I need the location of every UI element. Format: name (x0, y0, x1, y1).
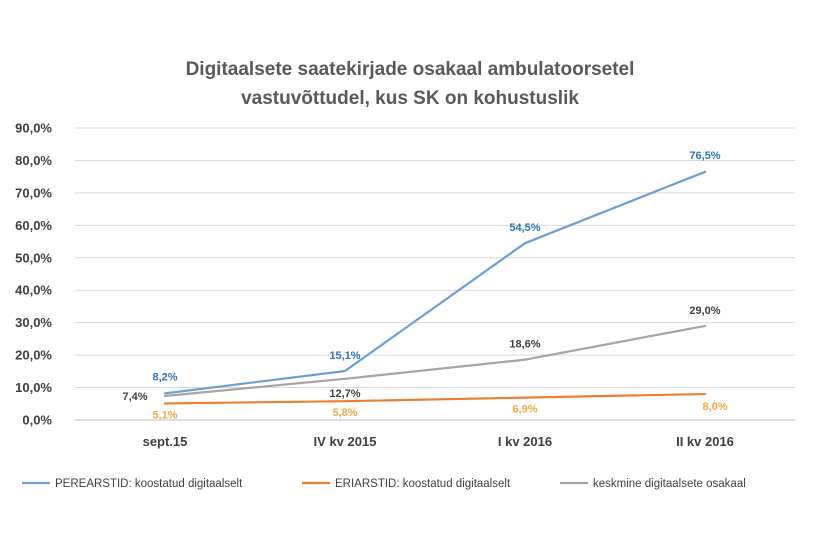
legend-label: keskmine digitaalsete osakaal (593, 478, 746, 490)
y-tick-label: 40,0% (15, 283, 52, 298)
data-label: 18,6% (509, 339, 540, 351)
series-lines (163, 170, 707, 405)
x-category-label: sept.15 (143, 434, 188, 449)
y-tick-label: 50,0% (15, 250, 52, 265)
chart-title-line-1: Digitaalsete saatekirjade osakaal ambula… (186, 59, 635, 80)
y-tick-label: 10,0% (15, 380, 52, 395)
data-label: 6,9% (512, 404, 537, 416)
y-axis-ticks: 0,0% 10,0% 20,0% 30,0% 40,0% 50,0% 60,0% 70,0% 8… (15, 121, 52, 428)
y-tick-label: 60,0% (15, 218, 52, 233)
chart-title: Digitaalsete saatekirjade osakaal ambula… (186, 59, 635, 109)
data-label: 29,0% (689, 305, 720, 317)
series-line-1 (163, 170, 707, 395)
data-label: 5,8% (332, 407, 357, 419)
y-tick-label: 30,0% (15, 315, 52, 330)
y-tick-label: 20,0% (15, 348, 52, 363)
data-label: 8,0% (702, 401, 727, 413)
data-label: 15,1% (329, 350, 360, 362)
x-category-label: II kv 2016 (676, 434, 734, 449)
data-label: 76,5% (689, 150, 720, 162)
x-category-label: IV kv 2015 (314, 434, 377, 449)
y-tick-label: 70,0% (15, 185, 52, 200)
legend-label: ERIARSTID: koostatud digitaalselt (335, 478, 511, 490)
legend: PEREARSTID: koostatud digitaalselt ERIARS… (22, 478, 746, 490)
x-category-label: I kv 2016 (498, 434, 552, 449)
x-axis-categories: sept.15 IV kv 2015 I kv 2016 II kv 2016 (143, 434, 734, 449)
y-tick-label: 0,0% (22, 413, 52, 428)
chart-title-line-2: vastuvõttudel, kus SK on kohustuslik (241, 88, 579, 109)
y-tick-label: 90,0% (15, 121, 52, 136)
data-labels: 8,2% 15,1% 54,5% 76,5% 5,1% 5,8% 6,9% 8,0% 7,4% 1… (122, 150, 727, 422)
gridlines (75, 127, 795, 421)
series-line-3 (163, 324, 707, 398)
y-tick-label: 80,0% (15, 153, 52, 168)
data-label: 7,4% (122, 391, 147, 403)
data-label: 5,1% (152, 409, 177, 421)
legend-label: PEREARSTID: koostatud digitaalselt (55, 478, 243, 490)
data-label: 8,2% (152, 371, 177, 383)
data-label: 12,7% (329, 388, 360, 400)
series-line-2 (163, 392, 707, 405)
data-label: 54,5% (509, 222, 540, 234)
